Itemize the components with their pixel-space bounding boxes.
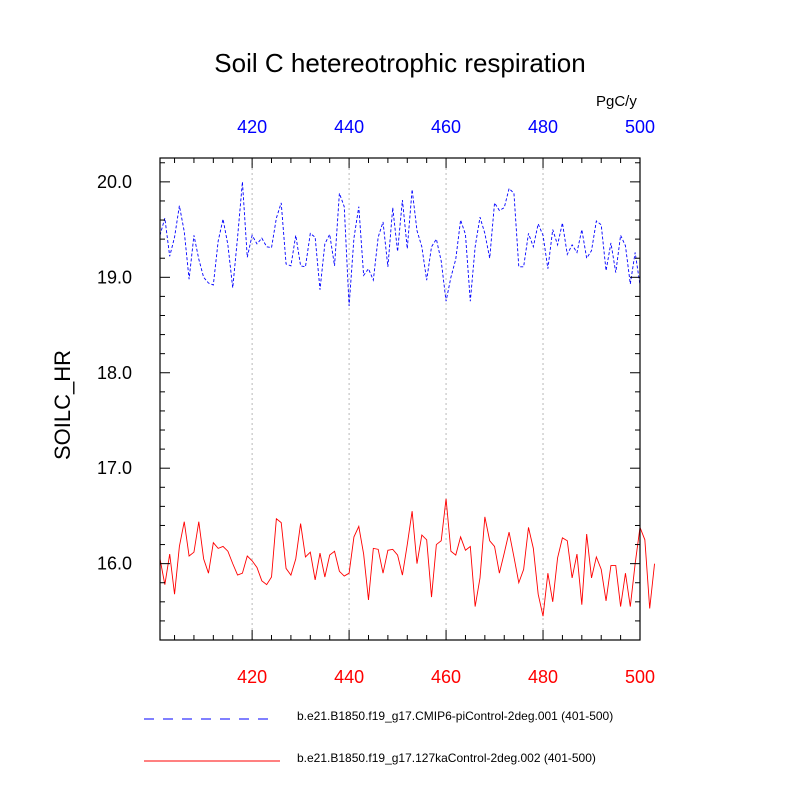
y-axis-label: SOILC_HR xyxy=(50,350,75,460)
units-label: PgC/y xyxy=(596,93,637,110)
bottom-x-tick-label: 440 xyxy=(334,667,364,687)
legend-item-picontrol: b.e21.B1850.f19_g17.CMIP6-piControl-2deg… xyxy=(142,709,762,729)
legend-item-127ka: b.e21.B1850.f19_g17.127kaControl-2deg.00… xyxy=(142,751,762,771)
bottom-x-tick-label: 460 xyxy=(431,667,461,687)
series-line-0 xyxy=(159,181,641,306)
y-tick-label: 19.0 xyxy=(97,267,132,287)
legend-solid-line-icon xyxy=(144,760,280,762)
bottom-x-tick-label: 500 xyxy=(625,667,655,687)
series-line-1 xyxy=(159,498,655,617)
legend-label-picontrol: b.e21.B1850.f19_g17.CMIP6-piControl-2deg… xyxy=(297,709,614,723)
chart-title: Soil C hetereotrophic respiration xyxy=(214,48,586,78)
y-tick-label: 17.0 xyxy=(97,458,132,478)
top-x-tick-label: 500 xyxy=(625,117,655,137)
legend-label-127ka: b.e21.B1850.f19_g17.127kaControl-2deg.00… xyxy=(297,751,596,765)
bottom-x-tick-label: 480 xyxy=(528,667,558,687)
plot-frame xyxy=(159,157,641,641)
top-x-tick-label: 420 xyxy=(237,117,267,137)
bottom-x-tick-label: 420 xyxy=(237,667,267,687)
top-x-tick-label: 440 xyxy=(334,117,364,137)
y-tick-label: 16.0 xyxy=(97,554,132,574)
y-tick-label: 20.0 xyxy=(97,172,132,192)
top-x-tick-label: 480 xyxy=(528,117,558,137)
legend-dashed-line-icon xyxy=(144,718,276,720)
y-tick-label: 18.0 xyxy=(97,363,132,383)
top-x-tick-label: 460 xyxy=(431,117,461,137)
